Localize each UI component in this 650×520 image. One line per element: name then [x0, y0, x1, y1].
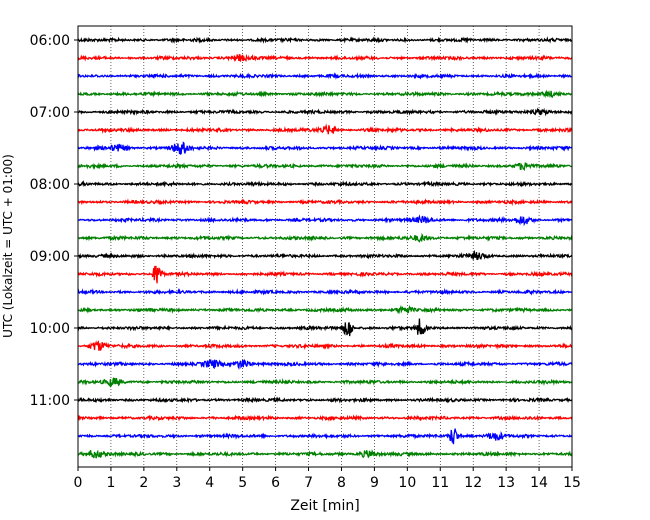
x-tick-label: 9	[370, 475, 379, 491]
trace-line	[77, 414, 573, 422]
trace-line	[77, 72, 573, 80]
x-axis-label: Zeit [min]	[290, 498, 359, 514]
trace-line	[77, 36, 573, 44]
y-tick-label: 11:00	[30, 393, 70, 409]
x-tick-label: 13	[497, 475, 515, 491]
traces-group	[77, 36, 573, 459]
trace-line	[77, 265, 573, 284]
x-tick-label: 0	[74, 475, 83, 491]
x-tick-label: 1	[106, 475, 115, 491]
trace-line	[77, 428, 573, 445]
trace-line	[77, 396, 573, 404]
trace-line	[77, 107, 573, 117]
y-axis-label: UTC (Lokalzeit = UTC + 01:00)	[1, 154, 15, 338]
trace-line	[77, 89, 573, 99]
x-tick-label: 12	[464, 475, 482, 491]
y-tick-label: 09:00	[30, 249, 70, 265]
plot-frame	[77, 25, 573, 468]
x-tick-label: 5	[238, 475, 247, 491]
y-tick-label: 10:00	[30, 321, 70, 337]
trace-line	[77, 318, 573, 337]
trace-line	[77, 53, 573, 63]
trace-line	[77, 358, 573, 370]
x-tick-label: 11	[431, 475, 449, 491]
trace-line	[77, 448, 573, 459]
x-tick-label: 3	[172, 475, 181, 491]
x-tick-label: 4	[205, 475, 214, 491]
trace-line	[77, 377, 573, 388]
trace-line	[77, 198, 573, 207]
y-tick-label: 08:00	[30, 177, 70, 193]
y-axis-ticks: 06:00 07:00 08:00 09:00 10:00 11:00	[30, 33, 78, 409]
trace-line	[77, 304, 573, 315]
trace-line	[77, 287, 573, 296]
y-tick-label: 07:00	[30, 105, 70, 121]
trace-line	[77, 232, 573, 243]
x-tick-label: 10	[398, 475, 416, 491]
x-tick-label: 8	[337, 475, 346, 491]
y-tick-label: 06:00	[30, 33, 70, 49]
x-tick-label: 6	[271, 475, 280, 491]
trace-line	[77, 214, 573, 227]
trace-line	[77, 179, 573, 188]
x-tick-label: 7	[304, 475, 313, 491]
x-tick-label: 15	[563, 475, 581, 491]
x-tick-label: 2	[139, 475, 148, 491]
x-axis-ticks: 0 1 2 3 4 5 6 7 8 9 10 11 12 13 14 15	[74, 467, 581, 491]
trace-line	[77, 340, 573, 351]
trace-line	[77, 141, 573, 156]
trace-line	[77, 162, 573, 172]
trace-line	[77, 249, 573, 261]
trace-line	[77, 123, 573, 135]
x-tick-label: 14	[530, 475, 548, 491]
